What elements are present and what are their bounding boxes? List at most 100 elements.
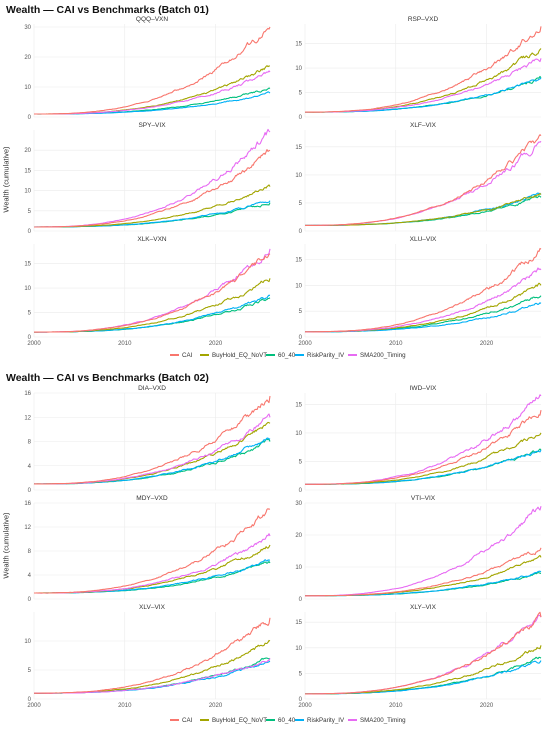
batch-1-title: Wealth — CAI vs Benchmarks (Batch 01) [6,4,209,16]
legend-label: RiskParity_IV [307,716,345,724]
legend-label: BuyHold_EQ_NoVT [212,351,268,359]
legend-swatch [266,354,275,356]
y-tick-label: 0 [299,229,303,235]
series-line-riskparity-iv [34,294,271,333]
y-tick-label: 5 [299,671,303,677]
legend-swatch [170,354,179,356]
y-tick-label: 15 [24,168,31,174]
y-tick-label: 4 [28,573,32,579]
series-line-buyhold-eq-novt [305,554,542,597]
legend-item-sma200-timing: SMA200_Timing [348,349,406,361]
series-line-sma200-timing [305,58,542,113]
series-line-cai [34,508,271,594]
series-line-buyhold-eq-novt [33,421,271,485]
y-tick-label: 5 [299,309,303,315]
facet-panel-1: QQQ–VXN 0 10 20 30 [24,16,271,121]
y-tick-label: 12 [24,525,31,531]
gridlines [304,130,541,232]
series-line-buyhold-eq-novt [34,544,271,594]
series-line-cai [305,247,542,333]
legend-label: RiskParity_IV [307,351,345,359]
series-line-sma200-timing [305,140,542,227]
y-tick-label: 8 [28,549,32,555]
gridlines [33,612,270,700]
y-tick-label: 5 [299,91,303,97]
y-tick-label: 30 [295,501,302,507]
y-tick-label: 0 [28,115,32,121]
facet-panel-3: SPY–VIX 0 5 10 15 20 [24,122,271,235]
legend-swatch [295,354,304,356]
y-tick-label: 16 [24,391,31,397]
y-tick-label: 0 [28,229,32,235]
legend-item-buyhold-eq-novt: BuyHold_EQ_NoVT [200,714,267,726]
y-tick-label: 10 [295,565,302,571]
series-line-sma200-timing [305,394,542,485]
x-tick-label: 2000 [298,703,312,709]
series-line-cai [34,617,271,694]
y-tick-label: 10 [24,85,31,91]
facet-title: SPY–VIX [138,122,166,129]
gridlines [33,392,270,491]
series-line-sma200-timing [305,614,542,695]
facet-panel-12: XLY–VIX 0 5 10 15 2000 2010 2020 [295,604,542,709]
y-tick-label: 5 [299,201,303,207]
y-tick-label: 5 [299,459,303,465]
facet-panel-2: RSP–VXD 0 5 10 15 [295,16,542,121]
y-tick-label: 15 [295,42,302,48]
x-tick-label: 2010 [118,703,132,709]
batch-2-title: Wealth — CAI vs Benchmarks (Batch 02) [6,372,209,384]
facet-panel-4: XLF–VIX 0 5 10 15 [295,122,542,235]
facet-title: XLK–VXN [137,236,167,243]
series-line-60-40 [305,448,542,485]
y-tick-label: 16 [24,501,31,507]
y-tick-label: 10 [24,639,31,645]
y-tick-label: 10 [295,173,302,179]
facet-title: IWD–VIX [410,385,437,392]
y-tick-label: 10 [295,431,302,437]
series-line-cai [34,253,271,333]
x-tick-label: 2000 [27,703,41,709]
series-line-riskparity-iv [305,570,542,597]
series-line-buyhold-eq-novt [305,192,542,226]
y-tick-label: 5 [28,209,32,215]
series-line-cai [305,611,542,695]
series-line-buyhold-eq-novt [34,278,271,333]
legend-item-60-40: 60_40 [266,349,295,361]
series-line-cai [34,395,271,485]
series-line-buyhold-eq-novt [305,645,542,695]
series-line-cai [305,547,542,597]
gridlines [304,24,541,118]
y-tick-label: 20 [295,533,302,539]
facet-title: XLF–VIX [410,122,437,129]
y-tick-label: 20 [24,55,31,61]
series-line-riskparity-iv [305,660,542,695]
facet-panel-11: XLV–VIX 0 5 10 2000 2010 2020 [24,604,271,709]
series-line-cai [34,26,271,115]
x-tick-label: 2000 [298,341,312,347]
y-tick-label: 5 [28,668,32,674]
series-line-sma200-timing [305,267,542,333]
legend-item-cai: CAI [170,714,192,726]
facet-title: QQQ–VXN [136,16,168,23]
legend-label: CAI [182,351,193,359]
legend-label: SMA200_Timing [360,716,406,724]
y-tick-label: 15 [295,402,302,408]
series-line-riskparity-iv [34,91,271,115]
gridlines [33,130,270,232]
y-tick-label: 10 [24,189,31,195]
y-tick-label: 30 [24,25,31,31]
legend-label: 60_40 [278,716,296,724]
y-tick-label: 0 [299,597,303,603]
series-line-riskparity-iv [34,660,271,694]
series-line-60-40 [34,202,271,228]
legend-item-sma200-timing: SMA200_Timing [348,714,406,726]
legend-item-buyhold-eq-novt: BuyHold_EQ_NoVT [200,349,267,361]
y-tick-label: 5 [28,311,32,317]
legend-swatch [200,354,209,356]
legend-swatch [348,719,357,721]
facet-panel-5: XLK–VXN 0 5 10 15 2000 2010 2020 [24,236,271,347]
series-line-cai [305,409,542,485]
series-line-buyhold-eq-novt [305,432,542,485]
facet-title: XLV–VIX [139,604,166,611]
legend-item-60-40: 60_40 [266,714,295,726]
